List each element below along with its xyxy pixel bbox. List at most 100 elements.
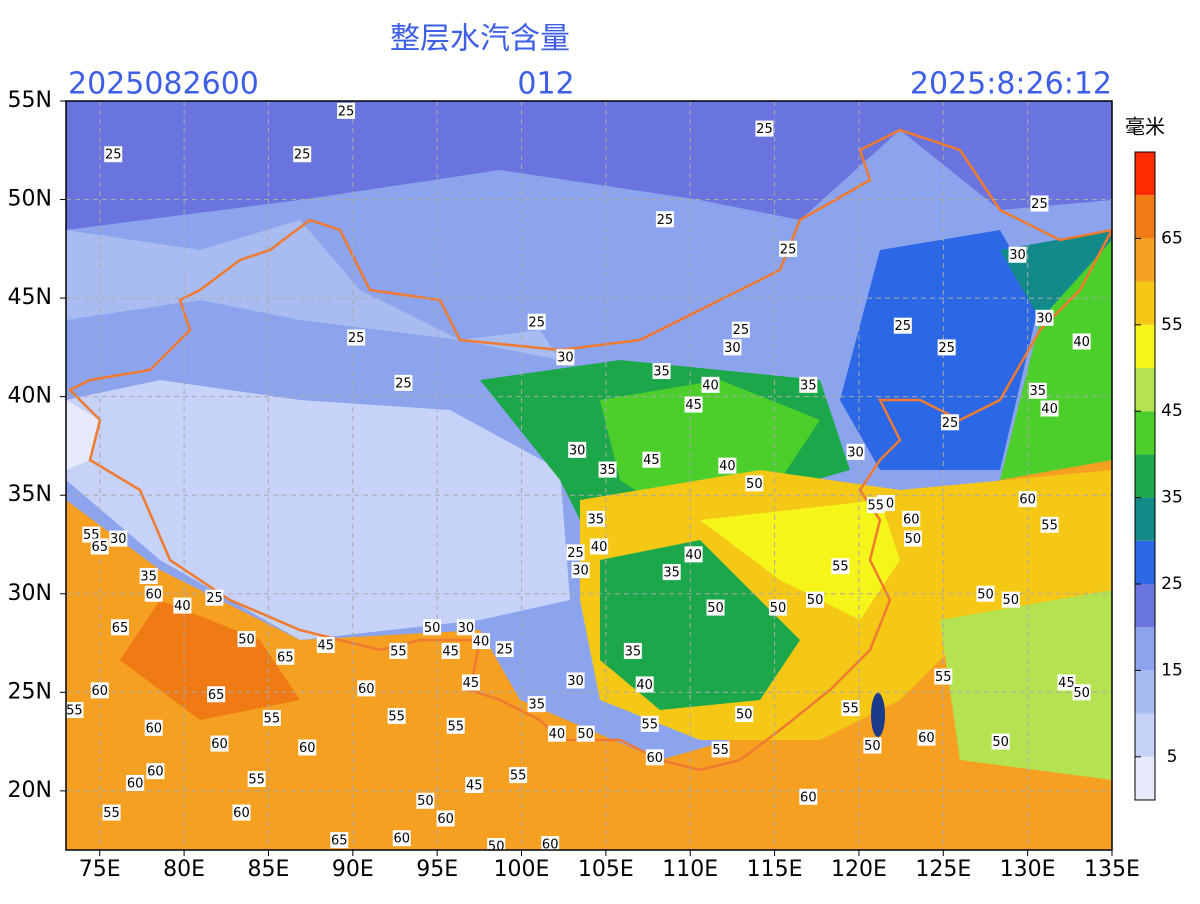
contour-label: 50 bbox=[746, 477, 763, 492]
contour-label: 55 bbox=[935, 670, 952, 685]
contour-label-box bbox=[755, 120, 774, 137]
contour-label: 50 bbox=[992, 735, 1009, 750]
contour-label-box bbox=[684, 546, 703, 563]
field-south bbox=[66, 460, 1112, 850]
contour-label: 25 bbox=[942, 416, 959, 431]
contour-label: 35 bbox=[800, 378, 817, 393]
contour-label: 40 bbox=[473, 635, 490, 650]
lead-time: 012 bbox=[517, 67, 574, 102]
contour-label-box bbox=[917, 729, 936, 746]
contour-label: 50 bbox=[864, 739, 881, 754]
contour-label-box bbox=[237, 631, 256, 648]
contour-label-box bbox=[110, 619, 129, 636]
contour-label: 45 bbox=[643, 453, 660, 468]
x-tick-label: 95E bbox=[416, 857, 458, 882]
contour-label-box bbox=[436, 810, 455, 827]
field-north bbox=[66, 101, 1112, 230]
colorbar-bin bbox=[1135, 238, 1155, 282]
contour-label: 60 bbox=[233, 806, 250, 821]
contour-label-box bbox=[139, 568, 158, 585]
x-tick-label: 130E bbox=[1000, 857, 1056, 882]
contour-label: 50 bbox=[707, 601, 724, 616]
contour-label-box bbox=[527, 696, 546, 713]
contour-label: 40 bbox=[1041, 402, 1058, 417]
contour-label: 40 bbox=[719, 459, 736, 474]
border bbox=[67, 128, 1112, 772]
contour-label: 30 bbox=[569, 443, 586, 458]
colorbar-bin bbox=[1135, 584, 1155, 628]
contour-label-box bbox=[126, 774, 145, 791]
contour-label-box bbox=[556, 349, 575, 366]
contour-label-box bbox=[461, 674, 480, 691]
contour-label-box bbox=[247, 771, 266, 788]
contour-label: 30 bbox=[458, 621, 475, 636]
contour-label: 30 bbox=[847, 445, 864, 460]
contour-label: 55 bbox=[510, 769, 527, 784]
contour-label: 40 bbox=[1073, 335, 1090, 350]
x-tick-label: 85E bbox=[247, 857, 289, 882]
contour-label-box bbox=[846, 443, 865, 460]
contour-label: 50 bbox=[807, 593, 824, 608]
colorbar-tick-label: 45 bbox=[1161, 401, 1183, 421]
contour-label: 45 bbox=[466, 778, 483, 793]
contour-label: 60 bbox=[918, 731, 935, 746]
colorbar-bin bbox=[1135, 497, 1155, 541]
contour-label-box bbox=[598, 461, 617, 478]
x-tick-label: 115E bbox=[747, 857, 803, 882]
contour-label: 60 bbox=[127, 776, 144, 791]
contour-label: 30 bbox=[110, 532, 127, 547]
field-india bbox=[120, 600, 300, 720]
contour-label-box bbox=[394, 374, 413, 391]
contour-label-box bbox=[768, 599, 787, 616]
field-sichuan bbox=[600, 540, 800, 710]
contour-label-box bbox=[568, 441, 587, 458]
contour-label: 65 bbox=[112, 621, 129, 636]
map-frame bbox=[65, 100, 1113, 851]
colorbar-bin bbox=[1135, 152, 1155, 196]
contour-label-box bbox=[571, 562, 590, 579]
title: 整层水汽含量 bbox=[390, 22, 570, 57]
contour-label-box bbox=[347, 329, 366, 346]
contour-label-box bbox=[1035, 309, 1054, 326]
field-yangtze bbox=[700, 500, 900, 620]
contour-label: 45 bbox=[1058, 676, 1075, 691]
x-tick-label: 125E bbox=[915, 857, 971, 882]
contour-label: 35 bbox=[625, 644, 642, 659]
contour-label-box bbox=[416, 792, 435, 809]
colorbar-bin bbox=[1135, 756, 1155, 800]
contour-label-box bbox=[109, 530, 128, 547]
contour-label: 65 bbox=[277, 650, 294, 665]
contour-label-box bbox=[144, 719, 163, 736]
contour-label: 30 bbox=[1009, 248, 1026, 263]
contour-label-box bbox=[441, 642, 460, 659]
contour-label-box bbox=[941, 414, 960, 431]
contour-label: 60 bbox=[437, 812, 454, 827]
contour-label: 50 bbox=[1003, 593, 1020, 608]
contour-label-box bbox=[446, 717, 465, 734]
colorbar-bin bbox=[1135, 195, 1155, 239]
contour-label: 60 bbox=[299, 741, 316, 756]
contour-label-box bbox=[902, 510, 921, 527]
contour-label: 40 bbox=[174, 599, 191, 614]
contour-label-box bbox=[465, 776, 484, 793]
contour-label-box bbox=[527, 313, 546, 330]
x-tick-label: 105E bbox=[578, 857, 634, 882]
colorbar-bin bbox=[1135, 670, 1155, 714]
y-tick-label: 25N bbox=[8, 679, 52, 704]
colorbar-bin bbox=[1135, 411, 1155, 455]
contour-label: 45 bbox=[318, 639, 335, 654]
y-tick-label: 40N bbox=[8, 384, 52, 409]
contour-label: 25 bbox=[528, 315, 545, 330]
contour-label-box bbox=[831, 558, 850, 575]
contour-label-box bbox=[866, 497, 885, 514]
contour-label: 25 bbox=[105, 148, 122, 163]
contour-label-box bbox=[1040, 516, 1059, 533]
contour-label-box bbox=[293, 146, 312, 163]
contour-label: 45 bbox=[685, 398, 702, 413]
contour-label-box bbox=[934, 668, 953, 685]
contour-label-box bbox=[509, 767, 528, 784]
contour-label-box bbox=[711, 741, 730, 758]
contour-label: 55 bbox=[842, 702, 859, 717]
colorbar-tick-label: 65 bbox=[1161, 228, 1183, 248]
